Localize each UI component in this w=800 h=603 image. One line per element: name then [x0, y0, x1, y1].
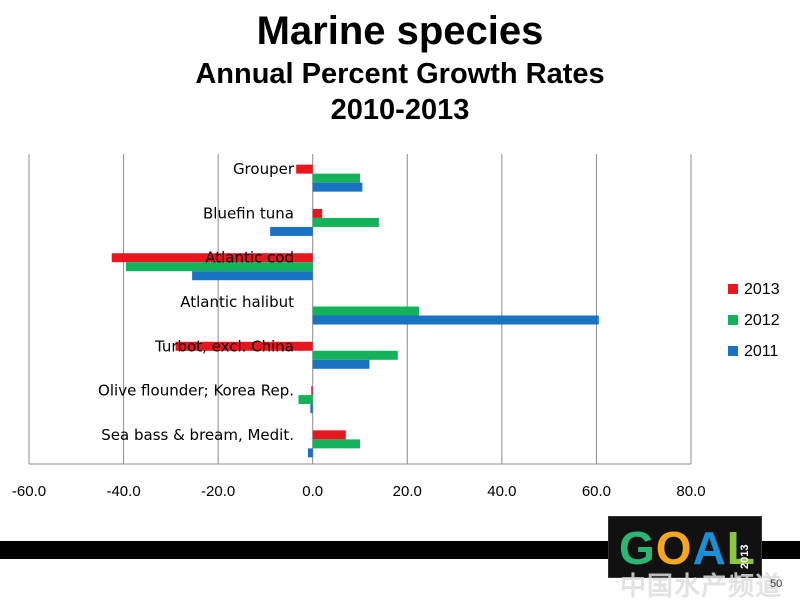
bar-2012	[298, 395, 313, 405]
x-tick-label: -60.0	[12, 483, 46, 500]
chart-title: Marine species	[256, 9, 544, 53]
bar-2011	[192, 271, 313, 281]
category-label: Olive flounder; Korea Rep.	[98, 382, 294, 400]
bar-2011	[312, 182, 363, 192]
legend-swatch-2012	[728, 315, 738, 325]
category-label: Sea bass & bream, Medit.	[101, 426, 294, 444]
bar-2011	[310, 404, 313, 414]
bar-2012	[312, 439, 360, 449]
x-tick-label: -40.0	[106, 483, 140, 500]
legend-label-2011: 2011	[744, 343, 779, 360]
x-tick-label: 40.0	[487, 483, 516, 500]
bar-2012	[125, 262, 313, 272]
category-label: Atlantic halibut	[180, 293, 294, 311]
bar-2013	[312, 430, 346, 440]
category-label: Turbot, excl. China	[154, 337, 294, 355]
logo-text: GOAL	[619, 522, 756, 574]
legend-swatch-2011	[728, 346, 738, 356]
legend-label-2012: 2012	[744, 312, 780, 329]
category-label: Grouper	[233, 160, 295, 178]
bar-2013	[312, 208, 323, 218]
chart-date-range: 2010-2013	[330, 94, 470, 126]
title-block: Marine species Annual Percent Growth Rat…	[0, 6, 800, 128]
legend-swatch-2013	[728, 284, 738, 294]
bar-2013	[296, 164, 313, 174]
bar-2012	[312, 306, 420, 316]
x-tick-label: 60.0	[582, 483, 611, 500]
bar-2012	[312, 217, 379, 227]
bar-2012	[312, 173, 360, 183]
watermark: 中国水产频道	[620, 572, 783, 602]
bar-2011	[312, 315, 599, 325]
bottom-bar	[0, 541, 800, 559]
bar-2011	[270, 226, 313, 236]
legend-label-2013: 2013	[744, 281, 780, 298]
bar-2013	[111, 253, 313, 263]
x-tick-label: -20.0	[201, 483, 235, 500]
bar-2013	[311, 386, 313, 396]
category-label: Atlantic cod	[205, 249, 294, 267]
x-tick-label: 80.0	[676, 483, 705, 500]
bar-2011	[312, 359, 370, 369]
page-number: 50	[770, 578, 783, 590]
chart-subtitle: Annual Percent Growth Rates	[195, 58, 605, 90]
bar-2013	[175, 341, 313, 351]
bar-2012	[312, 350, 398, 360]
category-label: Bluefin tuna	[203, 204, 294, 222]
goal-logo: GOAL 2013	[608, 516, 762, 578]
bar-chart: Grouper Bluefin tuna Atlantic cod Atlantic …	[12, 154, 780, 500]
x-tick-label: 0.0	[302, 483, 323, 500]
x-tick-label: 20.0	[393, 483, 422, 500]
bar-2011	[307, 448, 313, 458]
